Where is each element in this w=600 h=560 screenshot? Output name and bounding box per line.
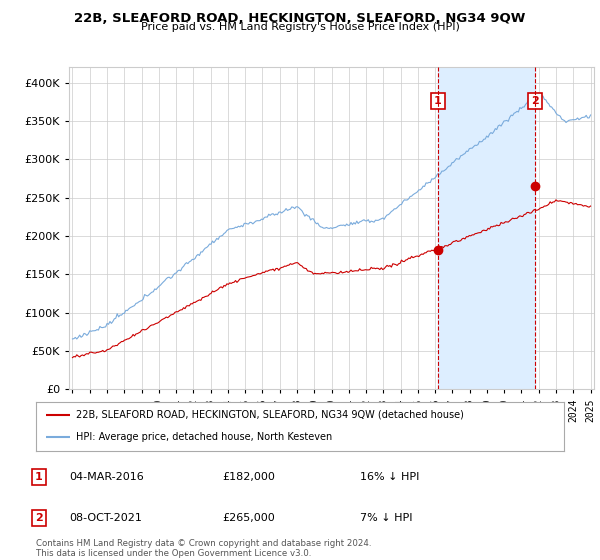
Text: 7% ↓ HPI: 7% ↓ HPI [360, 513, 413, 523]
Text: 2: 2 [35, 513, 43, 523]
Text: 04-MAR-2016: 04-MAR-2016 [69, 472, 144, 482]
Text: Contains HM Land Registry data © Crown copyright and database right 2024.
This d: Contains HM Land Registry data © Crown c… [36, 539, 371, 558]
Text: 1: 1 [434, 96, 442, 106]
Text: 08-OCT-2021: 08-OCT-2021 [69, 513, 142, 523]
Text: 16% ↓ HPI: 16% ↓ HPI [360, 472, 419, 482]
Bar [438, 67, 535, 389]
Text: HPI: Average price, detached house, North Kesteven: HPI: Average price, detached house, Nort… [76, 432, 332, 442]
Text: 1: 1 [35, 472, 43, 482]
Text: Price paid vs. HM Land Registry's House Price Index (HPI): Price paid vs. HM Land Registry's House … [140, 22, 460, 32]
Text: 22B, SLEAFORD ROAD, HECKINGTON, SLEAFORD, NG34 9QW (detached house): 22B, SLEAFORD ROAD, HECKINGTON, SLEAFORD… [76, 410, 463, 420]
Text: 22B, SLEAFORD ROAD, HECKINGTON, SLEAFORD, NG34 9QW: 22B, SLEAFORD ROAD, HECKINGTON, SLEAFORD… [74, 12, 526, 25]
Text: £182,000: £182,000 [222, 472, 275, 482]
Text: £265,000: £265,000 [222, 513, 275, 523]
Text: 2: 2 [531, 96, 539, 106]
